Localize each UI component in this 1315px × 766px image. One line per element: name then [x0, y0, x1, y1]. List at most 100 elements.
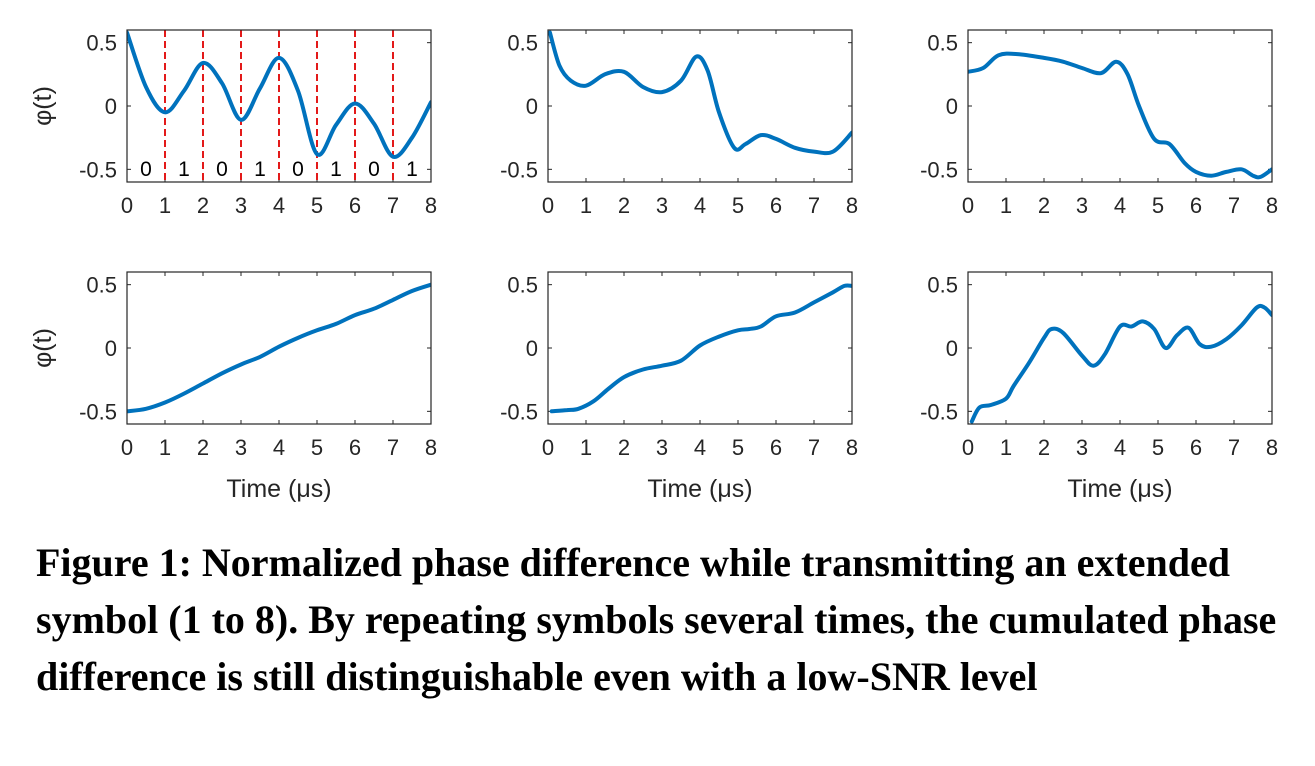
y-tick-label: 0.5 [927, 273, 958, 298]
bit-label: 1 [254, 158, 266, 181]
x-tick-label: 1 [1000, 193, 1012, 218]
x-tick-label: 7 [1228, 193, 1240, 218]
x-tick-label: 3 [1076, 193, 1088, 218]
y-tick-label: -0.5 [500, 399, 538, 424]
x-tick-label: 4 [694, 435, 706, 460]
x-tick-label: 5 [732, 435, 744, 460]
x-axis-label: Time (μs) [647, 475, 752, 503]
x-tick-label: 2 [197, 193, 209, 218]
x-tick-label: 4 [694, 193, 706, 218]
x-tick-label: 7 [808, 193, 820, 218]
x-tick-label: 6 [770, 193, 782, 218]
subplot-1: 0.50-0.50 1 2 3 4 5 6 7 80 1 0 1 0 1 0 1φ(t) [29, 29, 437, 218]
bit-label: 0 [292, 158, 304, 181]
x-tick-label: 7 [808, 435, 820, 460]
x-tick-label: 2 [197, 435, 209, 460]
y-tick-label: -0.5 [79, 399, 117, 424]
y-tick-label: -0.5 [920, 399, 958, 424]
x-tick-label: 8 [425, 193, 437, 218]
y-tick-label: -0.5 [79, 157, 117, 182]
x-tick-label: 3 [235, 193, 247, 218]
series-line [969, 303, 1272, 424]
y-tick-label: 0 [105, 94, 117, 119]
bit-label: 1 [406, 158, 418, 181]
x-tick-label: 3 [656, 435, 668, 460]
series-line [548, 30, 852, 156]
y-tick-label: 0 [105, 336, 117, 361]
y-tick-label: -0.5 [920, 157, 958, 182]
x-axis-label: Time (μs) [1067, 475, 1172, 503]
y-tick-label: 0 [526, 336, 538, 361]
x-tick-label: 8 [1266, 435, 1278, 460]
x-tick-label: 8 [846, 193, 858, 218]
x-tick-label: 6 [1190, 193, 1202, 218]
y-tick-label: 0 [946, 94, 958, 119]
series-line [127, 30, 431, 159]
x-tick-label: 8 [425, 435, 437, 460]
x-tick-label: 2 [1038, 435, 1050, 460]
y-tick-label: 0 [946, 336, 958, 361]
y-tick-label: 0.5 [507, 31, 538, 56]
series-line [968, 51, 1272, 180]
subplot-4: 0.50-0.50 1 2 3 4 5 6 7 8φ(t)Time (μs) [29, 271, 437, 503]
x-tick-label: 8 [846, 435, 858, 460]
x-tick-label: 3 [235, 435, 247, 460]
x-tick-label: 5 [311, 193, 323, 218]
x-tick-label: 0 [962, 193, 974, 218]
y-axis-label: φ(t) [29, 328, 57, 368]
x-tick-label: 7 [1228, 435, 1240, 460]
y-tick-label: -0.5 [500, 157, 538, 182]
bit-label: 1 [330, 158, 342, 181]
x-tick-label: 5 [311, 435, 323, 460]
x-tick-label: 6 [770, 435, 782, 460]
bit-label: 0 [140, 158, 152, 181]
series-line [549, 283, 852, 414]
y-tick-label: 0.5 [927, 31, 958, 56]
x-tick-label: 0 [542, 193, 554, 218]
x-tick-label: 3 [1076, 435, 1088, 460]
x-tick-label: 5 [732, 193, 744, 218]
y-axis-label: φ(t) [29, 86, 57, 126]
x-tick-label: 3 [656, 193, 668, 218]
x-tick-label: 4 [1114, 193, 1126, 218]
subplot-2: 0.50-0.50 1 2 3 4 5 6 7 8 [500, 29, 858, 218]
x-tick-label: 0 [121, 193, 133, 218]
x-tick-label: 4 [273, 435, 285, 460]
x-tick-label: 2 [618, 435, 630, 460]
bit-label: 0 [216, 158, 228, 181]
axes-box [547, 271, 853, 425]
x-tick-label: 1 [159, 193, 171, 218]
x-tick-label: 5 [1152, 435, 1164, 460]
x-tick-label: 1 [580, 435, 592, 460]
y-tick-label: 0.5 [507, 273, 538, 298]
x-axis-label: Time (μs) [226, 475, 331, 503]
x-tick-label: 6 [1190, 435, 1202, 460]
bit-label: 0 [368, 158, 380, 181]
x-tick-label: 7 [387, 193, 399, 218]
x-tick-label: 6 [349, 193, 361, 218]
bit-label: 1 [178, 158, 190, 181]
x-tick-label: 0 [542, 435, 554, 460]
x-tick-label: 1 [159, 435, 171, 460]
x-tick-label: 4 [1114, 435, 1126, 460]
series-line [127, 282, 431, 414]
x-tick-label: 5 [1152, 193, 1164, 218]
x-tick-label: 0 [121, 435, 133, 460]
x-tick-label: 8 [1266, 193, 1278, 218]
figure-caption: Figure 1: Normalized phase difference wh… [36, 540, 1277, 699]
axes-box [967, 29, 1273, 183]
x-tick-label: 1 [580, 193, 592, 218]
y-tick-label: 0 [526, 94, 538, 119]
x-tick-label: 2 [618, 193, 630, 218]
x-tick-label: 7 [387, 435, 399, 460]
y-tick-label: 0.5 [86, 273, 117, 298]
axes-box [126, 29, 432, 183]
subplot-3: 0.50-0.50 1 2 3 4 5 6 7 8 [920, 29, 1278, 218]
x-tick-label: 0 [962, 435, 974, 460]
x-tick-label: 4 [273, 193, 285, 218]
figure-panels: 0.50-0.50 1 2 3 4 5 6 7 80 1 0 1 0 1 0 1φ(t)0.50-0.50 1 2… [29, 29, 1278, 503]
x-tick-label: 1 [1000, 435, 1012, 460]
x-tick-label: 2 [1038, 193, 1050, 218]
